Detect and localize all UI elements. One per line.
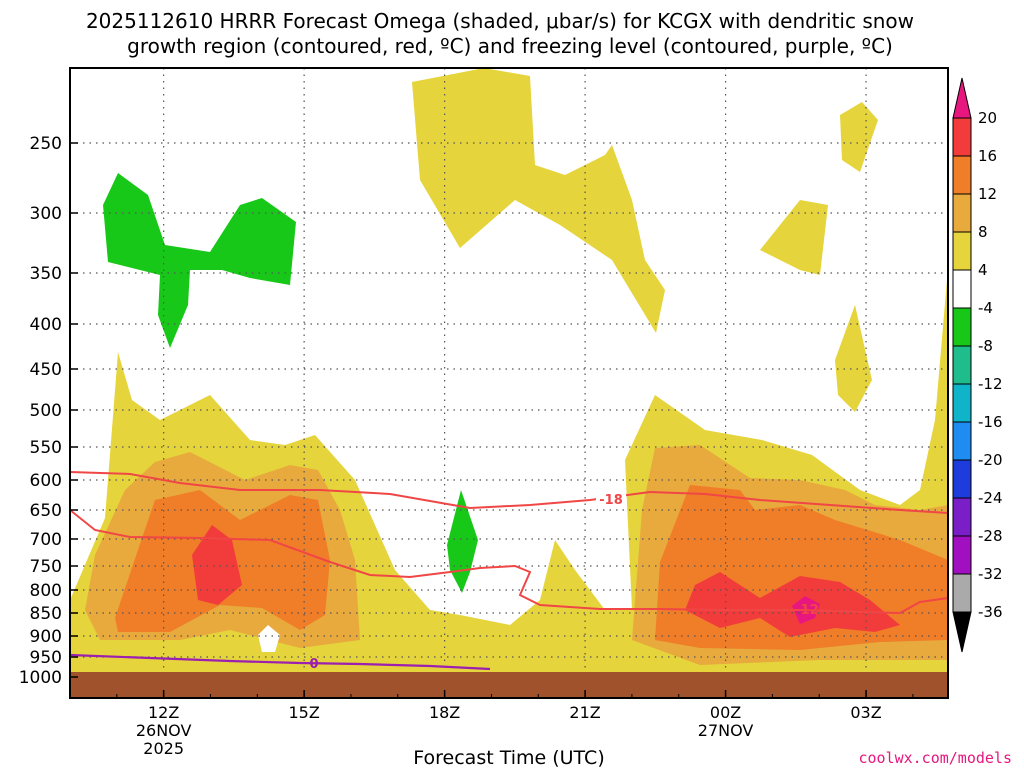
colorbar-label-16: 16 <box>978 147 997 165</box>
y-tick-label-600: 600 <box>30 471 62 491</box>
colorbar-bin-12 <box>952 535 972 575</box>
y-tick-label-850: 850 <box>30 604 62 624</box>
colorbar-label--8: -8 <box>978 337 993 355</box>
y-tick-label-350: 350 <box>30 264 62 284</box>
dgz-contour-top <box>69 471 949 514</box>
colorbar-label--12: -12 <box>978 375 1003 393</box>
y-tick-label-900: 900 <box>30 627 62 647</box>
dgz-label-top: -18 <box>599 493 623 508</box>
omega-area-left-red <box>192 525 242 605</box>
omega-field-16-20 <box>192 525 900 637</box>
x-tick-date-00Z: 27NOV <box>698 721 754 740</box>
ground-below-surface <box>70 672 948 698</box>
colorbar-bin-11 <box>952 497 972 537</box>
x-tick-label-21Z: 21Z <box>569 703 600 722</box>
colorbar-label-8: 8 <box>978 223 988 241</box>
colorbar-bin-2 <box>952 155 972 195</box>
colorbar-label--4: -4 <box>978 299 993 317</box>
colorbar-bottom-arrow <box>952 611 972 653</box>
freezing-level-contour <box>69 653 491 671</box>
y-tick-label-450: 450 <box>30 360 62 380</box>
y-tick-label-250: 250 <box>30 134 62 154</box>
omega-area-green-18z <box>447 490 478 593</box>
omega-area-green-upper-left <box>103 173 296 348</box>
colorbar-bin-9 <box>952 421 972 461</box>
credit-text: coolwx.com/models <box>858 749 1012 767</box>
omega-area-white-hole <box>258 625 280 652</box>
y-tick-label-950: 950 <box>30 648 62 668</box>
colorbar-bin-7 <box>952 345 972 385</box>
dgz-label-inner: -12 <box>795 603 819 618</box>
grid-lines <box>70 68 948 698</box>
colorbar-bin-10 <box>952 459 972 499</box>
colorbar-label-12: 12 <box>978 185 997 203</box>
y-tick-label-800: 800 <box>30 581 62 601</box>
chart-title-line-2: growth region (contoured, red, ºC) and f… <box>127 34 893 58</box>
chart-title-line-1: 2025112610 HRRR Forecast Omega (shaded, … <box>86 9 914 33</box>
omega-area-upper-yellow <box>412 68 665 333</box>
colorbar-label--24: -24 <box>978 489 1003 507</box>
x-tick-label-18Z: 18Z <box>429 703 460 722</box>
colorbar-label--20: -20 <box>978 451 1003 469</box>
y-axis: 250 300 350 400 450 500 550 600 650 700 750 800 850 9… <box>19 134 78 688</box>
colorbar-bin-3 <box>952 193 972 233</box>
omega-area-upper-right-blob-2 <box>840 102 878 172</box>
colorbar-bin-4 <box>952 231 972 271</box>
colorbar-label--36: -36 <box>978 603 1003 621</box>
y-tick-label-650: 650 <box>30 501 62 521</box>
colorbar-bin-8 <box>952 383 972 423</box>
y-tick-label-700: 700 <box>30 530 62 550</box>
colorbar-top-arrow <box>952 77 972 119</box>
x-tick-label-15Z: 15Z <box>288 703 319 722</box>
dgz-contours <box>69 471 949 615</box>
colorbar-label--16: -16 <box>978 413 1003 431</box>
y-tick-label-750: 750 <box>30 557 62 577</box>
omega-area-upper-right-blob-1 <box>760 200 828 275</box>
colorbar-label-4: 4 <box>978 261 988 279</box>
x-tick-year-12Z: 2025 <box>143 739 184 758</box>
colorbar: 20 16 12 8 4 -4 -8 -12 -16 -20 -24 -28 -32 -36 <box>952 77 1003 653</box>
x-tick-date-12Z: 26NOV <box>136 721 192 740</box>
x-axis-label: Forecast Time (UTC) <box>413 747 604 768</box>
colorbar-label-20: 20 <box>978 109 997 127</box>
colorbar-bin-13 <box>952 573 972 613</box>
plot-frame <box>69 67 949 699</box>
dgz-label-bg <box>596 492 626 506</box>
plot-area: -18 -12 0 <box>69 67 949 699</box>
colorbar-bin-6 <box>952 307 972 347</box>
omega-field-neg4-neg8 <box>103 173 478 593</box>
omega-area-upper-right-blob-3 <box>835 305 872 412</box>
y-tick-label-500: 500 <box>30 401 62 421</box>
colorbar-bin-5 <box>952 269 972 309</box>
x-tick-label-12Z: 12Z <box>148 703 179 722</box>
colorbar-bin-1 <box>952 117 972 157</box>
omega-area-right-red <box>685 572 900 637</box>
y-tick-label-400: 400 <box>30 315 62 335</box>
x-tick-label-00Z: 00Z <box>710 703 741 722</box>
y-tick-label-550: 550 <box>30 438 62 458</box>
dgz-contour-bottom <box>69 509 949 615</box>
y-tick-label-1000: 1000 <box>19 668 62 688</box>
colorbar-label--28: -28 <box>978 527 1003 545</box>
y-tick-label-300: 300 <box>30 204 62 224</box>
x-tick-label-03Z: 03Z <box>850 703 881 722</box>
colorbar-label--32: -32 <box>978 565 1003 583</box>
freezing-level-label: 0 <box>309 657 318 672</box>
